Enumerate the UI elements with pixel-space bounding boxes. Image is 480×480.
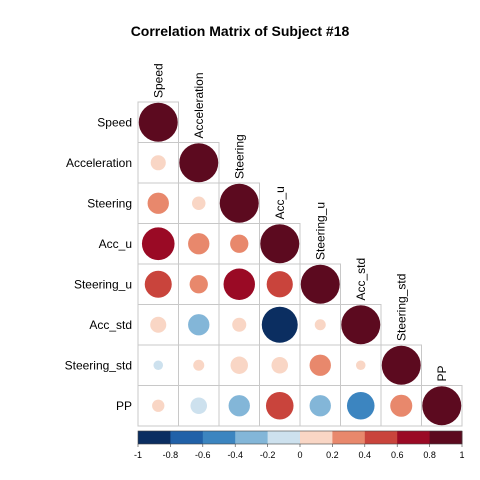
correlation-circle-Steering_std-Speed — [153, 360, 164, 371]
colorbar-tick-label: -0.2 — [260, 450, 276, 460]
correlation-circle-Steering_std-Acc_std — [355, 360, 366, 371]
colorbar-segment — [202, 431, 236, 444]
correlation-circle-Steering-Steering — [219, 183, 259, 223]
matrix-grid — [137, 101, 463, 427]
colorbar: -1 -0.8 -0.6 -0.4 -0.2 0 0.2 0.4 0.6 0.8 1 — [134, 430, 465, 460]
correlation-circle-Steering-Speed — [147, 192, 169, 214]
correlation-circle-Acc_u-Acc_u — [260, 224, 300, 264]
correlation-circle-Steering_u-Speed — [144, 270, 172, 298]
colorbar-segment — [300, 431, 333, 444]
colorbar-tick-label: 0 — [297, 450, 302, 460]
correlation-circle-PP-Acc_std — [346, 391, 375, 420]
correlation-circle-Steering_u-Acceleration — [189, 275, 208, 294]
col-label-Speed: Speed — [151, 63, 165, 98]
colorbar-segment — [429, 431, 463, 444]
row-label-PP: PP — [116, 399, 132, 413]
col-label-Steering: Steering — [232, 134, 246, 179]
correlation-circle-Steering_u-Steering_u — [300, 264, 340, 304]
colorbar-tick-label: -0.6 — [195, 450, 211, 460]
variable-labels: Speed Speed Acceleration Acceleration Steeri… — [65, 63, 449, 412]
colorbar-tick-label: 1 — [459, 450, 464, 460]
colorbar-segment — [267, 431, 301, 444]
colorbar-tick-label: 0.4 — [359, 450, 372, 460]
row-label-Acc_u: Acc_u — [99, 237, 132, 251]
col-label-PP: PP — [435, 365, 449, 381]
correlation-circle-Steering_u-Acc_u — [266, 271, 293, 298]
col-label-Acc_std: Acc_std — [354, 258, 368, 301]
correlation-circle-Acc_std-Steering_u — [314, 319, 326, 331]
row-label-Acceleration: Acceleration — [66, 156, 132, 170]
correlation-circle-PP-PP — [422, 386, 462, 426]
grid-cell — [421, 385, 463, 427]
correlation-circle-PP-Speed — [152, 399, 165, 412]
correlation-circle-Acc_std-Speed — [150, 316, 167, 333]
chart-title: Correlation Matrix of Subject #18 — [131, 23, 350, 39]
correlation-circle-Acceleration-Speed — [150, 155, 166, 171]
colorbar-segment — [170, 431, 204, 444]
correlation-circle-Steering_std-Steering — [230, 356, 248, 374]
correlation-circle-Steering_u-Steering — [223, 268, 255, 300]
row-label-Steering_u: Steering_u — [74, 277, 132, 291]
col-label-Acceleration: Acceleration — [192, 72, 206, 138]
correlation-circle-Steering_std-Steering_u — [309, 354, 331, 376]
correlation-circle-PP-Acceleration — [190, 397, 208, 415]
correlation-circle-Acc_u-Steering — [230, 234, 249, 253]
correlation-circle-Acc_std-Acc_std — [341, 305, 381, 345]
correlation-circle-Steering-Acceleration — [191, 196, 206, 211]
col-label-Steering_u: Steering_u — [313, 202, 327, 260]
row-label-Steering_std: Steering_std — [65, 358, 132, 372]
colorbar-tick-label: 0.2 — [326, 450, 339, 460]
colorbar-segment — [364, 431, 398, 444]
correlation-circle-PP-Steering_std — [390, 394, 413, 417]
correlation-circle-Acc_u-Speed — [141, 227, 175, 261]
correlation-circle-Steering_std-Steering_std — [381, 345, 421, 385]
colorbar-tick-label: 0.6 — [391, 450, 404, 460]
colorbar-segment — [138, 431, 171, 444]
correlation-circle-Acc_std-Steering — [232, 317, 247, 332]
colorbar-tick-label: -1 — [134, 450, 142, 460]
correlation-circle-PP-Acc_u — [265, 391, 294, 420]
colorbar-segment — [397, 431, 430, 444]
colorbar-tick-label: 0.8 — [423, 450, 436, 460]
col-label-Acc_u: Acc_u — [273, 186, 287, 219]
row-label-Speed: Speed — [97, 115, 132, 129]
correlation-circles — [138, 102, 462, 426]
correlation-circle-Steering_std-Acceleration — [193, 359, 205, 371]
correlation-circle-Speed-Speed — [138, 102, 178, 142]
col-label-Steering_std: Steering_std — [394, 274, 408, 341]
row-label-Steering: Steering — [87, 196, 132, 210]
colorbar-segment — [235, 431, 268, 444]
colorbar-segment — [332, 431, 366, 444]
correlation-circle-Steering_std-Acc_u — [271, 356, 289, 374]
correlation-circle-Acc_std-Acc_u — [261, 306, 298, 343]
row-label-Acc_std: Acc_std — [89, 318, 132, 332]
colorbar-tick-label: -0.4 — [227, 450, 243, 460]
correlation-circle-PP-Steering — [228, 395, 250, 417]
correlation-circle-PP-Steering_u — [309, 395, 331, 417]
correlation-circle-Acc_u-Acceleration — [188, 233, 210, 255]
correlation-circle-Acc_std-Acceleration — [188, 314, 210, 336]
colorbar-tick-label: -0.8 — [163, 450, 179, 460]
correlation-circle-Acceleration-Acceleration — [179, 143, 219, 183]
